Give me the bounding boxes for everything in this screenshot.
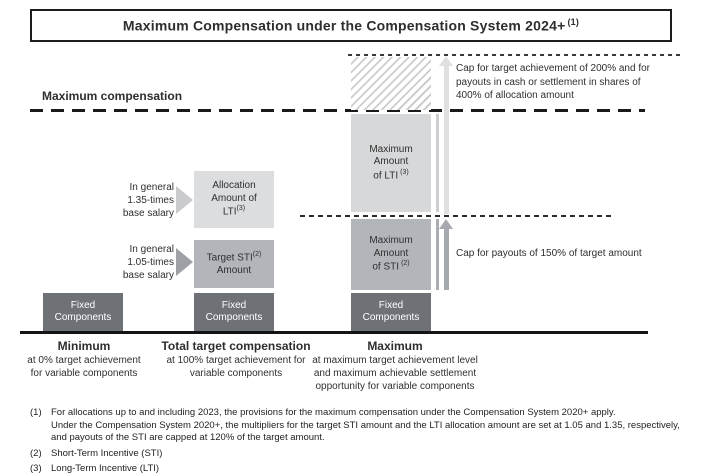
sti-cap-arrow-shaft bbox=[443, 229, 449, 290]
footnote-2-text: Short-Term Incentive (STI) bbox=[51, 447, 163, 459]
max-lti-footnote-ref: (3) bbox=[400, 168, 409, 176]
allocation-line1: Allocation bbox=[212, 180, 256, 192]
max-sti-line3: of STI bbox=[372, 261, 400, 273]
footnote-3-marker: (3) bbox=[30, 463, 42, 475]
maximum-amount-sti-box: Maximum Amount of STI (2) bbox=[351, 219, 431, 290]
title-footnote-ref: (1) bbox=[567, 17, 580, 28]
column-label-maximum: Maximum at maximum target achievement le… bbox=[300, 339, 490, 393]
max-lti-line1: Maximum bbox=[369, 143, 413, 155]
sti-cap-up-arrow-icon bbox=[439, 219, 453, 290]
lti-cap-annotation: Cap for target achievement of 200% and f… bbox=[456, 63, 651, 101]
target-sti-line1: Target STI bbox=[206, 252, 253, 264]
footnote-2-marker: (2) bbox=[30, 447, 42, 459]
lti-cap-arrowhead bbox=[439, 56, 453, 66]
column-label-minimum: Minimum at 0% target achievement for var… bbox=[10, 339, 158, 380]
max-sti-footnote-ref: (2) bbox=[401, 260, 410, 268]
maximum-fixed-components-box: Fixed Components bbox=[351, 293, 431, 331]
maximum-amount-lti-box: Maximum Amount of LTI (3) bbox=[351, 114, 431, 212]
title-box: Maximum Compensation under the Compensat… bbox=[30, 9, 672, 42]
total-target-desc: at 100% target achievement for variable … bbox=[166, 355, 306, 379]
page-title: Maximum Compensation under the Compensat… bbox=[123, 17, 579, 34]
footnote-1-text: For allocations up to and including 2023… bbox=[51, 407, 680, 444]
sti-cap-arrowhead bbox=[439, 219, 453, 229]
target-sti-line2: Amount bbox=[216, 264, 252, 276]
multiplier-135-label: In general 1.35-times base salary bbox=[122, 182, 174, 219]
target-sti-amount-box: Target STI(2) Amount bbox=[194, 240, 274, 288]
target-sti-footnote-ref: (2) bbox=[252, 250, 262, 258]
allocation-amount-lti-box: Allocation Amount of LTI(3) bbox=[194, 171, 274, 228]
lti-cap-dotted-line bbox=[348, 54, 684, 56]
multiplier-105-arrow-icon bbox=[176, 248, 193, 276]
max-lti-line2: Amount bbox=[373, 156, 409, 168]
column-label-total-target: Total target compensation at 100% target… bbox=[148, 339, 324, 380]
footnote-1: (1) For allocations up to and including … bbox=[30, 407, 690, 445]
lti-cap-arrow-shaft bbox=[443, 66, 449, 214]
maximum-title: Maximum bbox=[367, 339, 423, 353]
allocation-line3: LTI bbox=[222, 206, 237, 218]
allocation-footnote-ref: (3) bbox=[236, 205, 246, 213]
maximum-compensation-label: Maximum compensation bbox=[42, 89, 183, 103]
allocation-line2: Amount of bbox=[211, 192, 257, 204]
footnote-1-marker: (1) bbox=[30, 407, 42, 418]
settlement-headroom-hatched-box bbox=[351, 57, 431, 110]
lti-range-tick bbox=[436, 114, 439, 212]
footnotes: (1) For allocations up to and including … bbox=[30, 407, 690, 475]
sti-cap-annotation: Cap for payouts of 150% of target amount bbox=[456, 248, 642, 259]
footnote-2: (2) Short-Term Incentive (STI) bbox=[30, 448, 690, 461]
sti-range-tick bbox=[436, 219, 439, 290]
max-sti-line1: Maximum bbox=[369, 235, 413, 247]
baseline bbox=[20, 331, 648, 334]
multiplier-105-label: In general 1.05-times base salary bbox=[122, 244, 174, 281]
maximum-desc: at maximum target achievement level and … bbox=[312, 355, 478, 392]
page-title-text: Maximum Compensation under the Compensat… bbox=[122, 17, 566, 34]
lti-cap-up-arrow-icon bbox=[439, 56, 453, 214]
max-lti-line3: of LTI bbox=[373, 169, 399, 181]
minimum-title: Minimum bbox=[57, 339, 111, 353]
total-fixed-components-box: Fixed Components bbox=[194, 293, 274, 331]
footnote-3: (3) Long-Term Incentive (LTI) bbox=[30, 463, 690, 475]
sti-cap-dashed-line bbox=[300, 215, 613, 217]
footnote-3-text: Long-Term Incentive (LTI) bbox=[51, 463, 160, 475]
minimum-desc: at 0% target achievement for variable co… bbox=[27, 355, 141, 379]
minimum-fixed-components-box: Fixed Components bbox=[43, 293, 123, 331]
maximum-compensation-dashed-line bbox=[30, 109, 645, 112]
total-target-title: Total target compensation bbox=[161, 339, 311, 353]
multiplier-135-arrow-icon bbox=[176, 186, 193, 214]
max-sti-line2: Amount bbox=[373, 247, 409, 259]
